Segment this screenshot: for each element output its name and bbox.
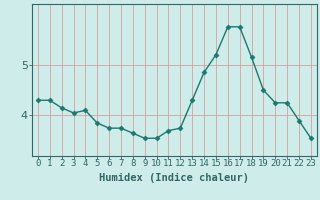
X-axis label: Humidex (Indice chaleur): Humidex (Indice chaleur) <box>100 173 249 183</box>
